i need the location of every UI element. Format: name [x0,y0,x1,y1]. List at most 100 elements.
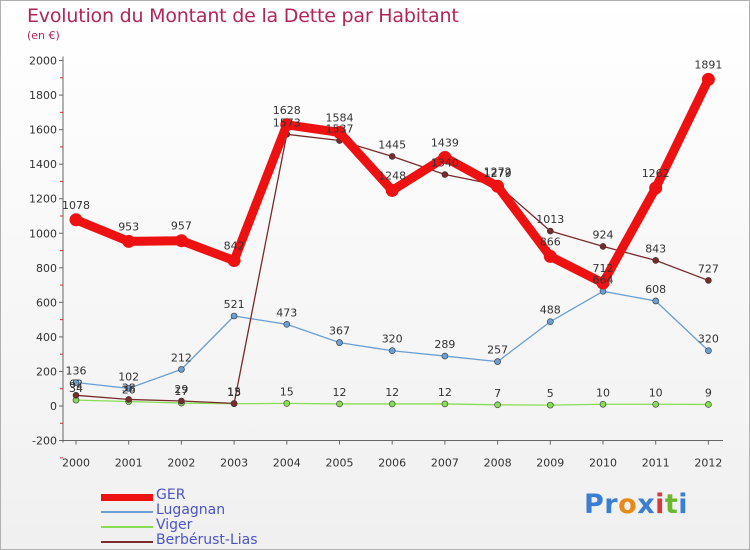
data-label-lugagnan: 136 [66,365,87,378]
y-tick-label: 800 [36,262,57,275]
legend-swatch-berberust-lias [101,541,153,543]
data-point-ger [491,179,505,193]
data-point-ger [69,213,83,227]
data-label-viger: 10 [649,386,663,399]
data-point-lugagnan [705,347,712,355]
data-label-ger: 712 [593,262,614,275]
data-point-ger [385,183,399,197]
x-tick-label: 2004 [273,457,301,470]
x-tick-label: 2000 [62,457,90,470]
data-point-berberust-lias [546,227,554,235]
data-label-ger: 1439 [431,136,459,149]
data-label-viger: 17 [174,385,188,398]
data-point-berberust-lias [230,400,238,407]
data-point-ger [333,125,346,139]
data-label-berberust-lias: 62 [69,377,83,390]
logo-letter: t [664,489,679,520]
legend-swatch-viger [101,526,153,528]
data-label-berberust-lias: 1537 [326,123,354,136]
chart-title: Evolution du Montant de la Dette par Hab… [27,5,459,27]
data-label-viger: 10 [596,386,610,399]
data-label-viger: 12 [438,386,452,399]
data-label-viger: 9 [705,386,712,399]
data-point-berberust-lias [652,257,660,264]
data-point-berberust-lias [178,397,185,405]
proxiti-logo: Proxiti [584,489,688,520]
logo-letter: P [584,489,605,520]
data-point-lugagnan [652,297,660,305]
data-label-lugagnan: 521 [224,298,245,311]
data-label-ger: 1262 [642,167,670,180]
data-label-lugagnan: 289 [434,338,455,351]
data-point-viger [441,400,449,408]
data-label-ger: 1248 [378,169,406,182]
data-label-lugagnan: 320 [382,333,403,346]
data-label-berberust-lias: 727 [698,262,719,275]
data-label-viger: 5 [547,387,554,400]
legend-swatch-ger [101,494,153,501]
data-point-lugagnan [336,339,343,346]
y-tick-label: 400 [36,331,57,344]
y-tick-label: 1400 [29,158,57,171]
x-tick-label: 2001 [115,457,143,470]
data-point-ger [649,181,663,195]
data-point-lugagnan [546,318,554,326]
data-point-ger [280,118,294,132]
data-label-lugagnan: 608 [645,283,666,296]
legend-swatch-lugagnan [101,511,153,513]
data-label-viger: 34 [69,382,83,395]
data-label-viger: 13 [227,386,241,399]
data-label-lugagnan: 473 [276,306,297,319]
data-label-ger: 842 [224,240,245,253]
data-point-berberust-lias [705,277,712,284]
data-label-berberust-lias: 29 [174,383,188,396]
data-point-ger [701,72,715,86]
data-label-berberust-lias: 1013 [536,213,564,226]
data-label-berberust-lias: 924 [593,228,614,241]
data-label-ger: 866 [540,235,561,248]
data-point-berberust-lias [125,396,132,403]
data-point-viger [283,400,291,407]
data-point-viger [705,401,712,408]
y-tick-label: 600 [36,296,57,309]
x-tick-label: 2010 [589,457,617,470]
data-label-ger: 1272 [484,165,512,178]
logo-letter: i [655,489,665,520]
data-point-lugagnan [283,320,291,328]
data-label-berberust-lias: 1573 [273,116,301,129]
chart-subtitle: (en €) [27,29,60,42]
y-tick-label: 200 [36,365,57,378]
x-tick-label: 2009 [536,457,564,470]
data-point-berberust-lias [599,243,607,250]
data-point-berberust-lias [388,153,396,160]
data-label-berberust-lias: 1340 [431,157,459,170]
x-tick-label: 2002 [167,457,195,470]
data-point-lugagnan [72,379,80,386]
data-label-ger: 953 [118,220,139,233]
data-label-lugagnan: 257 [487,344,508,357]
data-label-ger: 957 [171,220,192,233]
data-point-ger [543,249,557,263]
x-tick-label: 2003 [220,457,248,470]
y-tick-label: 1600 [29,124,57,137]
legend-item-ger: GER [101,487,301,504]
data-label-ger: 1891 [694,58,722,71]
data-point-ger [227,254,241,268]
data-label-viger: 26 [122,384,136,397]
data-point-viger [599,400,607,408]
data-label-lugagnan: 320 [698,333,719,346]
data-point-lugagnan [494,358,501,365]
legend-item-berberust-lias: Berbérust-Lias [101,532,301,549]
x-tick-label: 2008 [484,457,512,470]
data-point-berberust-lias [72,391,80,399]
data-label-lugagnan: 102 [118,370,139,383]
logo-letter: o [618,489,638,520]
legend-label-viger: Viger [156,517,193,533]
y-tick-label: 1800 [29,89,57,102]
data-label-viger: 12 [385,386,399,399]
x-tick-label: 2006 [378,457,406,470]
logo-letter: x [637,489,656,520]
data-label-viger: 15 [280,385,294,398]
